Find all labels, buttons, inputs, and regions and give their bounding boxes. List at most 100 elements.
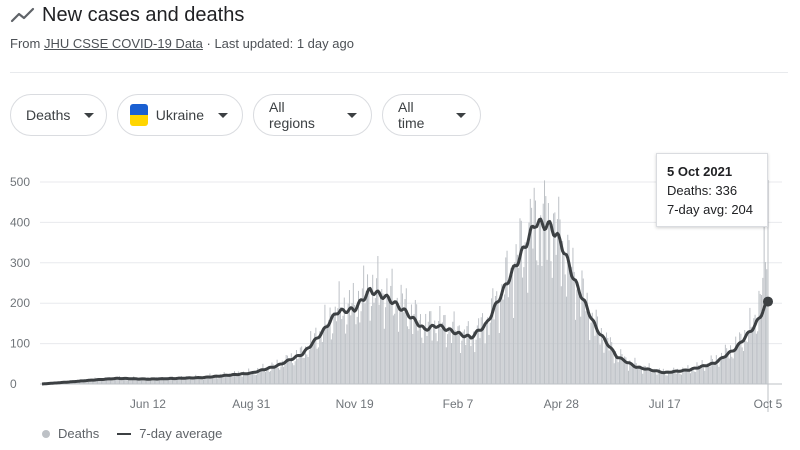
- bar: [683, 370, 685, 384]
- bar: [239, 373, 241, 384]
- bar: [346, 324, 348, 384]
- bar: [111, 379, 113, 384]
- bar: [489, 322, 491, 384]
- bar: [680, 374, 682, 384]
- bar: [407, 326, 409, 384]
- bar: [647, 369, 649, 384]
- bar: [272, 364, 274, 384]
- bar: [549, 219, 551, 384]
- bar: [372, 274, 374, 384]
- bar: [527, 292, 529, 384]
- bar: [448, 326, 450, 384]
- bar: [617, 362, 619, 384]
- bar: [635, 363, 637, 384]
- bar: [143, 377, 145, 384]
- bar: [487, 317, 489, 384]
- bar: [301, 346, 303, 384]
- bar: [249, 372, 251, 384]
- bar: [289, 362, 291, 384]
- bar: [728, 358, 730, 384]
- bar: [222, 375, 224, 384]
- bar: [360, 311, 362, 384]
- bar: [642, 373, 644, 384]
- bar: [146, 378, 148, 384]
- bar: [718, 366, 720, 384]
- bar: [695, 371, 697, 384]
- bar: [267, 367, 269, 384]
- bar: [129, 377, 131, 384]
- bar: [569, 272, 571, 384]
- source-link[interactable]: JHU CSSE COVID-19 Data: [43, 36, 203, 51]
- bar: [693, 371, 695, 384]
- bar: [629, 360, 631, 384]
- bar: [321, 341, 323, 384]
- bar: [724, 344, 726, 384]
- bar: [232, 373, 234, 384]
- bar: [537, 265, 539, 384]
- deaths-chart[interactable]: 0 100 200 300 400 500 Jun 12 Aug 31 Nov 19 Feb 7 A…: [0, 148, 800, 423]
- bar: [107, 379, 109, 384]
- bar: [613, 363, 615, 384]
- tooltip-date: 5 Oct 2021: [667, 164, 733, 179]
- country-dropdown[interactable]: Ukraine: [117, 94, 243, 136]
- bar: [443, 315, 445, 384]
- bar: [164, 380, 166, 384]
- bar: [533, 187, 535, 384]
- bar: [268, 371, 270, 384]
- bar: [187, 378, 189, 384]
- bar: [673, 367, 675, 384]
- bar: [638, 366, 640, 384]
- bar: [634, 357, 636, 384]
- bar: [392, 315, 394, 384]
- bar: [250, 374, 252, 384]
- bar: [171, 376, 173, 384]
- bar: [558, 196, 560, 384]
- bar: [196, 376, 198, 384]
- bar: [330, 339, 332, 384]
- bar: [607, 337, 609, 384]
- bar: [418, 320, 420, 384]
- bar: [284, 364, 286, 384]
- bar: [657, 369, 659, 384]
- legend-bars-label: Deaths: [58, 426, 100, 441]
- regions-dropdown[interactable]: All regions: [253, 94, 372, 136]
- bar: [427, 321, 429, 384]
- x-tick-label: Feb 7: [443, 397, 474, 411]
- bar: [209, 373, 211, 384]
- bar: [364, 303, 366, 384]
- bar: [540, 215, 542, 384]
- metric-dropdown[interactable]: Deaths: [10, 94, 107, 136]
- bar: [99, 378, 101, 384]
- bar: [559, 219, 561, 384]
- bar: [664, 372, 666, 384]
- time-range-dropdown[interactable]: All time: [382, 94, 481, 136]
- bar: [113, 377, 115, 384]
- bar: [179, 378, 181, 384]
- bar: [294, 361, 296, 384]
- bar: [192, 378, 194, 384]
- bar: [717, 364, 719, 384]
- bar: [491, 298, 493, 384]
- bar: [604, 344, 606, 384]
- bar: [342, 315, 344, 384]
- bar: [740, 333, 742, 384]
- bar: [369, 320, 371, 384]
- bar: [332, 333, 334, 384]
- bar: [505, 257, 507, 384]
- bar: [382, 293, 384, 384]
- bar: [467, 321, 469, 384]
- x-tick-label: Jun 12: [130, 397, 166, 411]
- bar: [429, 311, 431, 384]
- bar: [758, 290, 760, 384]
- bar: [722, 358, 724, 384]
- bar: [277, 367, 279, 384]
- bar: [307, 357, 309, 384]
- bar: [116, 379, 118, 384]
- bar: [303, 357, 305, 384]
- bar: [555, 254, 557, 384]
- bar: [727, 355, 729, 384]
- bar: [248, 368, 250, 384]
- bar: [483, 325, 485, 384]
- regions-label: All regions: [269, 99, 315, 131]
- bar: [603, 352, 605, 384]
